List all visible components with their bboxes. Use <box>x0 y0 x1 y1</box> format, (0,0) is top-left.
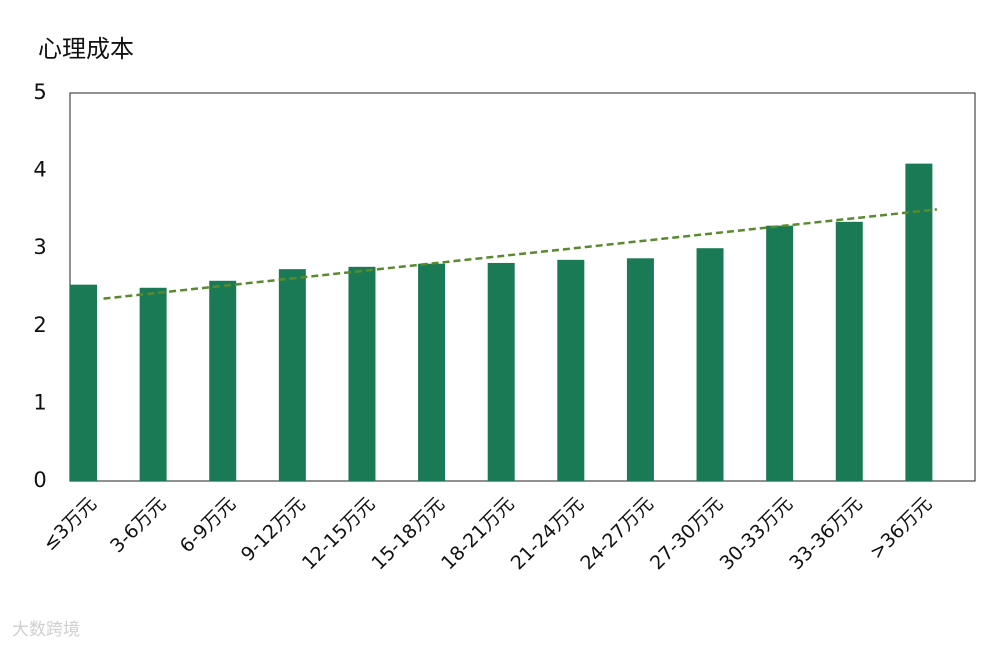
bar <box>766 225 794 481</box>
bar <box>209 280 237 481</box>
x-tick-label: 21-24万元 <box>507 493 588 574</box>
x-tick-label: 24-27万元 <box>576 493 657 574</box>
bar <box>70 284 97 481</box>
y-tick-label: 2 <box>33 313 46 337</box>
chart-title: 心理成本 <box>38 35 134 63</box>
x-tick-label: 9-12万元 <box>237 493 310 566</box>
bar <box>626 258 654 481</box>
bar <box>139 287 167 481</box>
y-tick-label: 0 <box>33 468 46 492</box>
bar <box>418 263 446 481</box>
x-tick-label: 3-6万元 <box>106 493 170 557</box>
x-tick-label: ≤3万元 <box>39 493 101 555</box>
bar <box>487 262 515 481</box>
x-tick-label: 27-30万元 <box>646 493 727 574</box>
bar <box>835 221 863 482</box>
bar <box>348 266 376 481</box>
bar <box>557 259 585 481</box>
bar <box>905 163 933 481</box>
watermark: 大数跨境 <box>12 620 80 640</box>
x-tick-label: 12-15万元 <box>298 493 379 574</box>
x-tick-label: >36万元 <box>866 493 937 564</box>
x-tick-label: 15-18万元 <box>368 493 449 574</box>
y-tick-label: 5 <box>33 80 46 104</box>
y-tick-label: 1 <box>33 390 46 414</box>
x-tick-label: 30-33万元 <box>716 493 797 574</box>
y-tick-label: 4 <box>33 158 46 182</box>
trendline <box>103 208 938 300</box>
x-tick-label: 6-9万元 <box>176 493 240 557</box>
x-tick-label: 18-21万元 <box>437 493 518 574</box>
bar <box>696 248 724 481</box>
bar <box>278 269 306 481</box>
x-tick-label: 33-36万元 <box>785 493 866 574</box>
y-tick-label: 3 <box>33 235 46 259</box>
